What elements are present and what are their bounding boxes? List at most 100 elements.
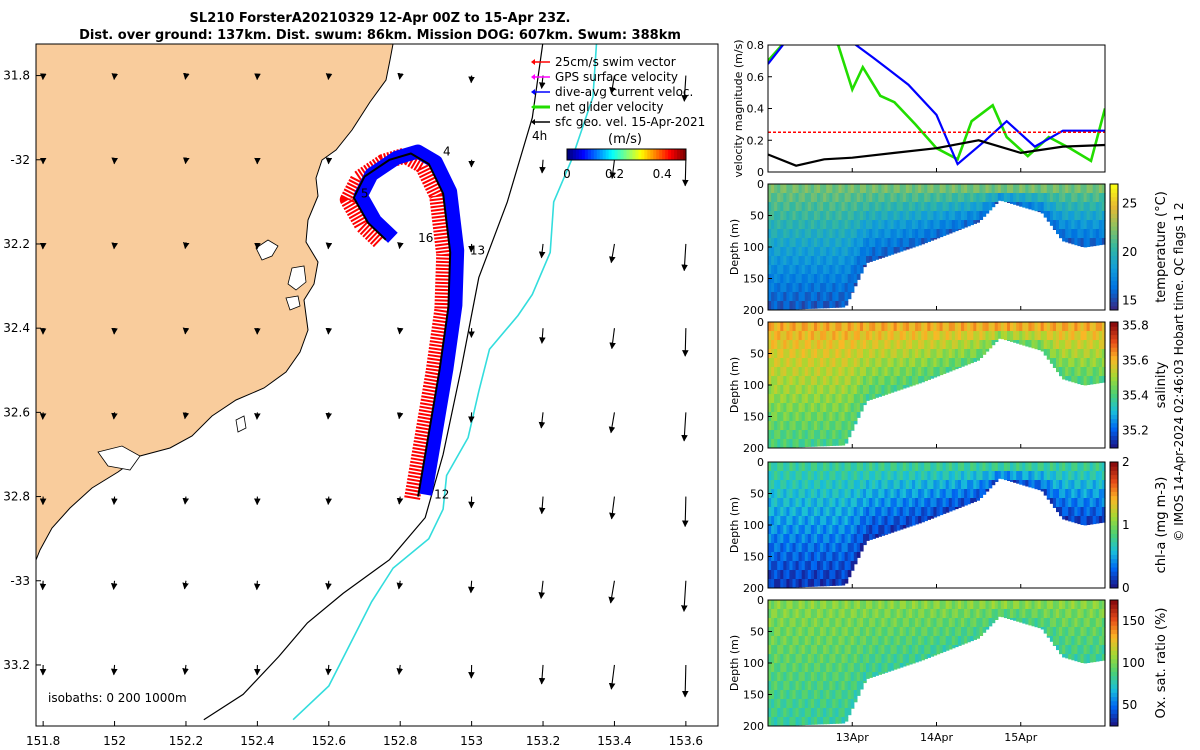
section-cell [1059,229,1063,239]
section-cell [1031,193,1036,203]
legend-time-label: 4h [532,129,547,143]
section-cell [893,367,898,377]
section-cell [964,202,968,212]
section-cell [814,663,818,673]
section-cell [829,292,833,302]
section-cell [780,609,784,619]
section-cell [863,498,867,508]
section-cell [902,489,907,499]
section-cell [847,636,852,646]
section-cell [1062,220,1066,230]
section-cell [826,525,830,535]
section-cell [1062,322,1066,332]
section-cell [1028,480,1033,488]
section-cell [1095,498,1100,508]
section-y-tick-label: 100 [743,241,764,254]
section-cell [783,627,787,637]
section-cell [844,412,849,422]
section-cell [850,708,855,709]
section-cell [884,654,889,664]
section-cell [872,645,876,655]
section-cell [832,663,836,673]
section-cell [853,220,858,230]
section-cell [936,462,941,472]
section-cell [967,349,971,359]
section-cell [798,403,803,413]
section-cell [814,403,818,413]
section-cell [878,609,882,619]
section-cell [863,340,867,350]
section-cell [948,322,953,332]
section-cell [844,376,849,386]
section-cell [826,292,830,302]
section-cell [792,403,797,413]
section-cell [869,376,873,386]
section-cell [844,717,849,722]
section-cell [780,331,784,341]
section-cell [810,238,815,248]
section-cell [1062,238,1066,242]
section-cell [899,627,904,637]
section-cell [890,480,895,490]
section-cell [792,184,797,194]
section-cell [924,654,928,660]
section-cell [820,516,824,526]
section-cell [896,525,901,531]
section-cell [1031,609,1036,619]
section-cell [1059,627,1063,637]
section-cell [887,645,892,655]
section-cell [890,349,895,359]
section-cell [810,534,815,544]
section-cell [973,220,977,224]
section-cell [792,498,797,508]
section-cell [820,184,824,194]
section-colorbar-tick-label: 1 [1122,518,1130,532]
section-cell [826,247,830,257]
section-colorbar-segment [1110,508,1118,513]
section-cell [908,636,913,646]
section-colorbar-segment [1110,562,1118,568]
section-cell [1095,462,1100,472]
section-cell [1086,358,1091,368]
section-cell [820,220,824,230]
section-cell [875,654,879,664]
section-cell [1040,471,1045,481]
section-cell [771,292,775,302]
colorbar-segment [569,149,574,160]
section-cell [798,498,803,508]
section-cell [859,367,864,377]
section-cell [786,699,791,709]
section-cell [1013,193,1017,203]
section-cell [866,238,870,248]
section-cell [795,229,800,239]
section-cell [774,385,778,395]
section-cell [823,331,827,341]
section-cell [777,480,781,490]
section-cell [957,331,962,341]
section-cell [829,534,833,544]
section-cell [810,301,815,309]
section-cell [982,480,987,490]
section-cell [1034,462,1039,472]
section-cell [1089,184,1094,194]
section-cell [826,552,830,562]
section-cell [863,349,867,359]
section-cell [841,367,846,377]
section-cell [853,552,858,562]
section-cell [899,202,904,212]
section-cell [807,220,812,230]
section-cell [1095,229,1100,239]
section-cell [872,385,876,395]
section-cell [783,193,787,203]
section-cell [887,184,892,194]
section-cell [899,247,904,252]
section-cell [1065,211,1069,221]
section-cell [930,489,935,499]
section-cell [887,193,892,203]
section-cell [945,322,950,332]
section-cell [866,256,870,263]
section-cell [1052,349,1057,359]
section-cell [826,367,830,377]
section-cell [991,184,996,194]
section-cell [774,627,778,637]
